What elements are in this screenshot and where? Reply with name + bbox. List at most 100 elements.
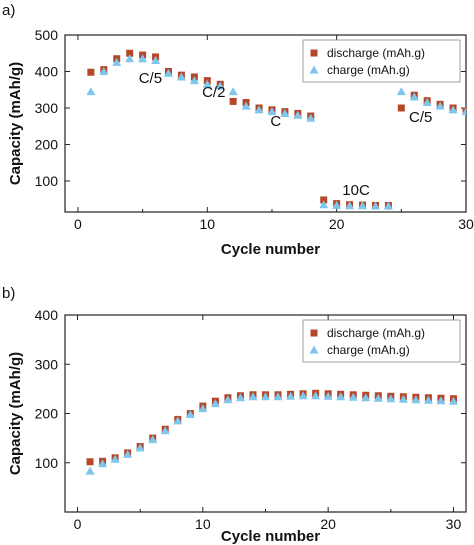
charge-point: [228, 87, 238, 96]
charge-point: [176, 72, 186, 81]
charge-point: [422, 98, 432, 107]
charge-point: [336, 392, 346, 401]
charge-point: [323, 391, 333, 400]
legend: discharge (mAh.g) charge (mAh.g): [302, 39, 461, 83]
charge-point: [332, 200, 342, 209]
charge-point: [448, 105, 458, 114]
charge-point: [361, 393, 371, 402]
discharge-point: [229, 97, 237, 105]
x-tick-label: 0: [74, 516, 82, 532]
y-axis-title: Capacity (mAh/g): [7, 352, 24, 475]
legend: discharge (mAh.g) charge (mAh.g): [302, 319, 461, 363]
y-tick-label: 200: [35, 136, 59, 152]
charge-point: [160, 426, 170, 435]
y-tick-label: 500: [35, 27, 59, 43]
charge-point: [248, 392, 258, 401]
x-tick-label: 0: [74, 216, 82, 232]
rate-annotation: C: [270, 113, 281, 130]
x-tick-label: 10: [195, 516, 211, 532]
rate-annotation: C/5: [139, 70, 162, 87]
charge-point: [273, 392, 283, 401]
charge-point: [138, 54, 148, 63]
legend-entry: discharge (mAh.g): [327, 326, 425, 340]
x-tick-label: 20: [320, 516, 336, 532]
y-tick-label: 300: [35, 100, 59, 116]
x-tick-label: 20: [329, 216, 345, 232]
y-tick-label: 300: [35, 356, 59, 372]
legend-marker-discharge: [310, 49, 318, 57]
y-tick-label: 100: [35, 173, 59, 189]
charge-point: [223, 395, 233, 404]
charge-point: [286, 391, 296, 400]
charge-point: [125, 54, 135, 63]
chart-panel-b: b) 0 10 20 30 100 200 300 400 Cycle number Capacit…: [2, 285, 467, 545]
charge-point: [383, 201, 393, 210]
charge-point: [423, 395, 433, 404]
charge-point: [311, 391, 321, 400]
charge-point: [163, 68, 173, 77]
discharge-point: [126, 49, 134, 57]
charge-point: [436, 396, 446, 405]
charge-point: [319, 200, 329, 209]
y-tick-label: 100: [35, 455, 59, 471]
x-tick-label: 30: [458, 216, 474, 232]
rate-annotation: C/2: [202, 84, 225, 101]
legend-entry: charge (mAh.g): [327, 343, 410, 357]
charge-point: [148, 435, 158, 444]
charge-point: [370, 201, 380, 210]
charge-point: [386, 394, 396, 403]
discharge-point: [86, 458, 94, 466]
rate-annotation: C/5: [409, 109, 432, 126]
charge-point: [202, 79, 212, 88]
charge-point: [280, 108, 290, 117]
legend-marker-charge: [309, 345, 319, 354]
legend-entry: discharge (mAh.g): [327, 46, 425, 60]
legend-box: [302, 319, 461, 363]
charge-point: [98, 459, 108, 468]
discharge-point: [320, 196, 328, 204]
charge-point: [185, 409, 195, 418]
y-tick-label: 200: [35, 406, 59, 422]
charge-point: [215, 81, 225, 90]
charge-point: [345, 201, 355, 210]
legend-box: [302, 39, 461, 83]
charge-point: [398, 394, 408, 403]
chart-panel-a: a) 0 10 20 30 100 200 300 400 500 Cycle number Capa…: [2, 2, 474, 258]
charge-point: [151, 56, 161, 65]
charge-point: [254, 105, 264, 114]
charge-point: [461, 107, 466, 116]
y-tick-label: 400: [35, 307, 59, 323]
charge-point: [293, 110, 303, 119]
data-layer: [86, 49, 466, 210]
x-axis-title: Cycle number: [221, 241, 320, 258]
charge-point: [112, 57, 122, 66]
panel-label: a): [2, 2, 15, 19]
charge-point: [448, 396, 458, 405]
charge-point: [135, 443, 145, 452]
charge-point: [373, 393, 383, 402]
data-layer: [85, 389, 458, 475]
discharge-point: [397, 104, 405, 112]
charge-point: [235, 393, 245, 402]
charge-point: [261, 392, 270, 401]
x-tick-label: 10: [200, 216, 216, 232]
rate-annotation: 10C: [342, 182, 370, 199]
charge-point: [189, 76, 199, 85]
charge-point: [409, 92, 419, 101]
charge-point: [173, 416, 183, 425]
charge-point: [123, 449, 133, 458]
charge-point: [358, 201, 368, 210]
charge-point: [396, 87, 406, 96]
charge-point: [298, 391, 308, 400]
legend-marker-charge: [309, 65, 319, 74]
charge-point: [348, 392, 358, 401]
charge-point: [99, 66, 109, 75]
panel-label: b): [2, 285, 15, 302]
charge-point: [85, 466, 95, 475]
legend-marker-discharge: [310, 329, 318, 337]
charge-point: [241, 101, 251, 110]
charge-point: [110, 454, 120, 463]
charge-point: [411, 395, 421, 404]
charge-point: [267, 107, 277, 116]
discharge-point: [87, 68, 95, 76]
